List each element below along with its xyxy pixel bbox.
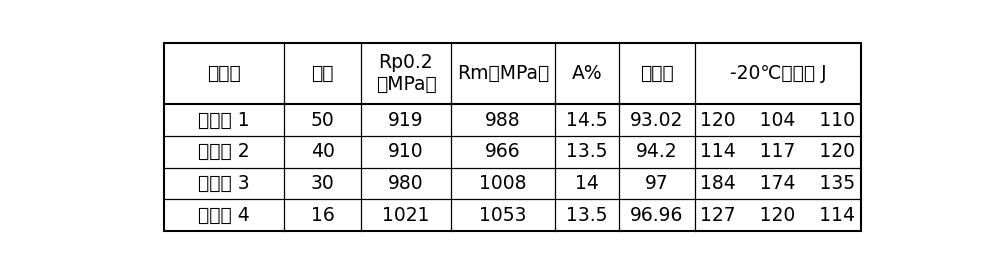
Text: 实施例 3: 实施例 3 xyxy=(198,174,250,193)
Text: 规格: 规格 xyxy=(311,64,334,83)
Text: 13.5: 13.5 xyxy=(566,206,608,225)
Text: 184    174    135: 184 174 135 xyxy=(700,174,855,193)
Text: 1053: 1053 xyxy=(479,206,527,225)
Text: 966: 966 xyxy=(485,142,521,161)
Text: A%: A% xyxy=(572,64,602,83)
Text: 实施例 4: 实施例 4 xyxy=(198,206,250,225)
Text: 97: 97 xyxy=(645,174,669,193)
Text: 实施例 2: 实施例 2 xyxy=(198,142,250,161)
Text: 30: 30 xyxy=(311,174,334,193)
Text: 13.5: 13.5 xyxy=(566,142,608,161)
Text: 96.96: 96.96 xyxy=(630,206,683,225)
Text: -20℃冲击功 J: -20℃冲击功 J xyxy=(730,64,826,83)
Text: Rp0.2
（MPa）: Rp0.2 （MPa） xyxy=(376,53,436,94)
Text: 40: 40 xyxy=(311,142,335,161)
Text: 实施例 1: 实施例 1 xyxy=(198,111,250,130)
Text: 94.2: 94.2 xyxy=(636,142,677,161)
Text: 16: 16 xyxy=(311,206,334,225)
Text: 14.5: 14.5 xyxy=(566,111,608,130)
Text: 127    120    114: 127 120 114 xyxy=(700,206,855,225)
Text: 114    117    120: 114 117 120 xyxy=(700,142,855,161)
Text: Rm（MPa）: Rm（MPa） xyxy=(457,64,549,83)
Text: 1021: 1021 xyxy=(382,206,430,225)
Text: 屈强比: 屈强比 xyxy=(640,64,674,83)
Text: 14: 14 xyxy=(575,174,599,193)
Text: 988: 988 xyxy=(485,111,521,130)
Text: 980: 980 xyxy=(388,174,424,193)
Text: 50: 50 xyxy=(311,111,334,130)
Text: 93.02: 93.02 xyxy=(630,111,683,130)
Text: 1008: 1008 xyxy=(479,174,527,193)
Text: 919: 919 xyxy=(388,111,424,130)
Text: 轧制号: 轧制号 xyxy=(207,64,241,83)
Text: 120    104    110: 120 104 110 xyxy=(700,111,855,130)
Text: 910: 910 xyxy=(388,142,424,161)
